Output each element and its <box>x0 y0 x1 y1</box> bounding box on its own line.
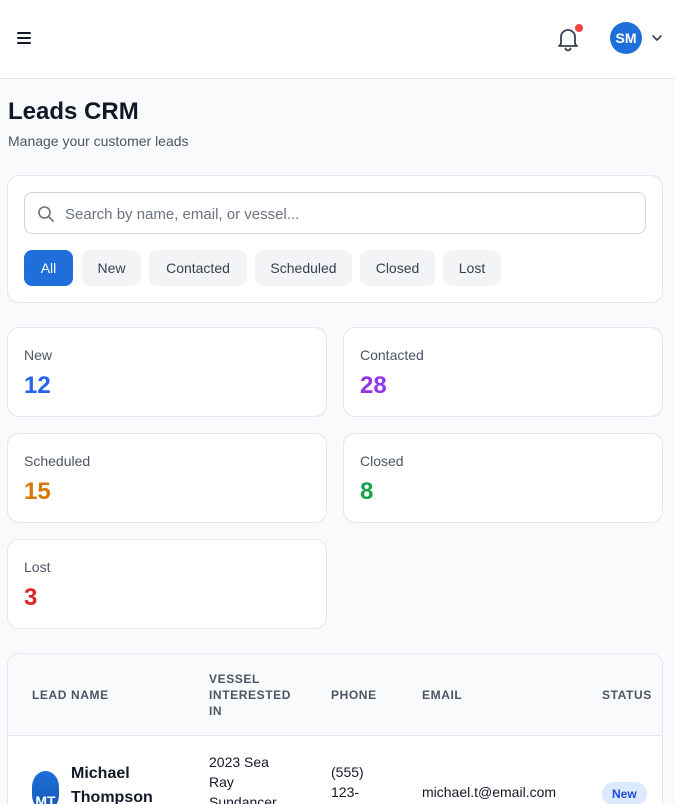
filter-chip-scheduled[interactable]: Scheduled <box>255 250 352 286</box>
lead-avatar: MT <box>32 771 59 804</box>
stat-card-contacted: Contacted 28 <box>343 327 663 417</box>
lead-phone-line: (555) <box>331 764 364 780</box>
column-header-vessel-line: INTERESTED <box>209 688 292 702</box>
stat-card-new: New 12 <box>7 327 327 417</box>
table-header: LEAD NAME VESSEL INTERESTED IN PHONE EMA… <box>8 654 662 736</box>
filter-chip-lost[interactable]: Lost <box>443 250 501 286</box>
stat-card-scheduled: Scheduled 15 <box>7 433 327 523</box>
chevron-down-icon[interactable] <box>650 31 664 45</box>
page-title: Leads CRM <box>8 98 139 125</box>
stat-value: 8 <box>360 478 374 505</box>
stat-label: New <box>24 347 53 363</box>
stat-label: Scheduled <box>24 453 91 469</box>
column-header-vessel-line: VESSEL <box>209 672 260 686</box>
search-box <box>24 192 646 234</box>
column-header-email[interactable]: EMAIL <box>422 688 463 702</box>
lead-phone[interactable]: (555) 123- <box>331 762 364 802</box>
lead-name-first: Michael <box>71 765 130 782</box>
lead-name-last: Thompson <box>71 789 153 804</box>
stat-value: 12 <box>24 372 51 399</box>
leads-table: LEAD NAME VESSEL INTERESTED IN PHONE EMA… <box>7 653 663 804</box>
stat-label: Contacted <box>360 347 424 363</box>
filter-chip-closed[interactable]: Closed <box>360 250 435 286</box>
lead-vessel-line: Ray <box>209 774 234 790</box>
column-header-vessel-line: IN <box>209 704 223 718</box>
column-header-lead-name[interactable]: LEAD NAME <box>32 688 109 702</box>
notification-dot <box>575 24 583 32</box>
status-badge: New <box>602 782 647 804</box>
stat-card-lost: Lost 3 <box>7 539 327 629</box>
stat-label: Lost <box>24 559 51 575</box>
lead-name[interactable]: Michael Thompson <box>71 762 153 804</box>
lead-vessel: 2023 Sea Ray Sundancer <box>209 752 277 804</box>
lead-phone-line: 123- <box>331 784 360 800</box>
lead-email[interactable]: michael.t@email.com <box>422 784 557 800</box>
filter-panel: All New Contacted Scheduled Closed Lost <box>7 175 663 303</box>
column-header-phone[interactable]: PHONE <box>331 688 377 702</box>
search-icon <box>38 206 54 222</box>
filter-chip-new[interactable]: New <box>82 250 141 286</box>
stat-label: Closed <box>360 453 404 469</box>
stat-value: 28 <box>360 372 387 399</box>
stat-value: 15 <box>24 478 51 505</box>
top-bar: SM <box>0 0 675 79</box>
user-avatar[interactable]: SM <box>610 22 642 54</box>
stat-value: 3 <box>24 584 38 611</box>
lead-vessel-line: 2023 Sea <box>209 754 269 770</box>
column-header-status[interactable]: STATUS <box>602 688 652 702</box>
bell-icon[interactable] <box>555 25 581 53</box>
search-input[interactable] <box>65 202 635 226</box>
hamburger-icon[interactable] <box>14 28 36 48</box>
filter-chip-contacted[interactable]: Contacted <box>149 250 247 286</box>
page-subtitle: Manage your customer leads <box>8 133 189 149</box>
column-header-vessel[interactable]: VESSEL INTERESTED IN <box>209 671 291 719</box>
stat-card-closed: Closed 8 <box>343 433 663 523</box>
lead-vessel-line: Sundancer <box>209 794 277 804</box>
filter-chip-all[interactable]: All <box>24 250 73 286</box>
